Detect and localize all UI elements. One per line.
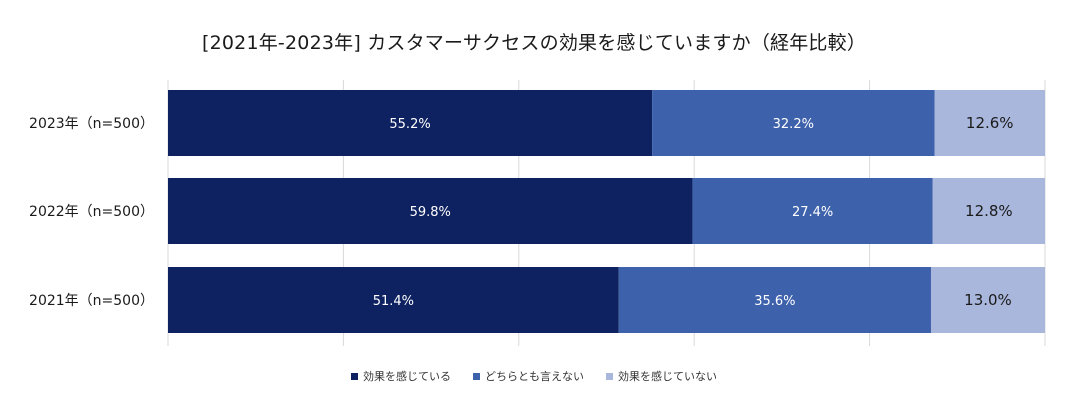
data-label-1-0: 59.8% bbox=[410, 205, 451, 220]
category-label-1: 2022年（n=500） bbox=[29, 204, 154, 220]
data-label-1-1: 27.4% bbox=[792, 205, 833, 220]
legend-label-2: 効果を感じていない bbox=[618, 370, 717, 383]
bar-0-0 bbox=[168, 90, 653, 156]
category-label-0: 2023年（n=500） bbox=[29, 116, 154, 132]
bar-1-0 bbox=[168, 178, 693, 244]
data-label-0-1: 32.2% bbox=[773, 117, 814, 132]
legend-label-0: 効果を感じている bbox=[363, 370, 451, 383]
data-label-0-2: 12.6% bbox=[966, 114, 1014, 132]
data-label-2-0: 51.4% bbox=[373, 294, 414, 309]
bar-2-2 bbox=[930, 267, 1045, 333]
legend-swatch-1 bbox=[473, 372, 480, 380]
bar-0-1 bbox=[652, 90, 935, 156]
bar-2-0 bbox=[168, 267, 619, 333]
legend: 効果を感じている どちらとも言えない 効果を感じていない bbox=[0, 368, 1068, 384]
legend-item-0: 効果を感じている bbox=[351, 368, 451, 384]
bar-1-2 bbox=[932, 178, 1045, 244]
bar-1-1 bbox=[692, 178, 933, 244]
bar-2-1 bbox=[618, 267, 931, 333]
legend-swatch-0 bbox=[351, 372, 358, 380]
chart-title: [2021年-2023年] カスタマーサクセスの効果を感じていますか（経年比較） bbox=[201, 32, 867, 54]
data-label-0-0: 55.2% bbox=[389, 117, 430, 132]
data-label-2-1: 35.6% bbox=[754, 294, 795, 309]
bar-0-2 bbox=[934, 90, 1045, 156]
legend-label-1: どちらとも言えない bbox=[485, 370, 584, 383]
legend-item-1: どちらとも言えない bbox=[473, 368, 584, 384]
legend-item-2: 効果を感じていない bbox=[606, 368, 717, 384]
legend-swatch-2 bbox=[606, 372, 613, 380]
data-label-2-2: 13.0% bbox=[964, 291, 1012, 309]
stacked-bar-plot: 2023年（n=500） 55.2% 32.2% 12.6% 2022年（n=500） 5… bbox=[29, 80, 1046, 346]
data-label-1-2: 12.8% bbox=[965, 202, 1013, 220]
category-label-2: 2021年（n=500） bbox=[29, 293, 154, 309]
